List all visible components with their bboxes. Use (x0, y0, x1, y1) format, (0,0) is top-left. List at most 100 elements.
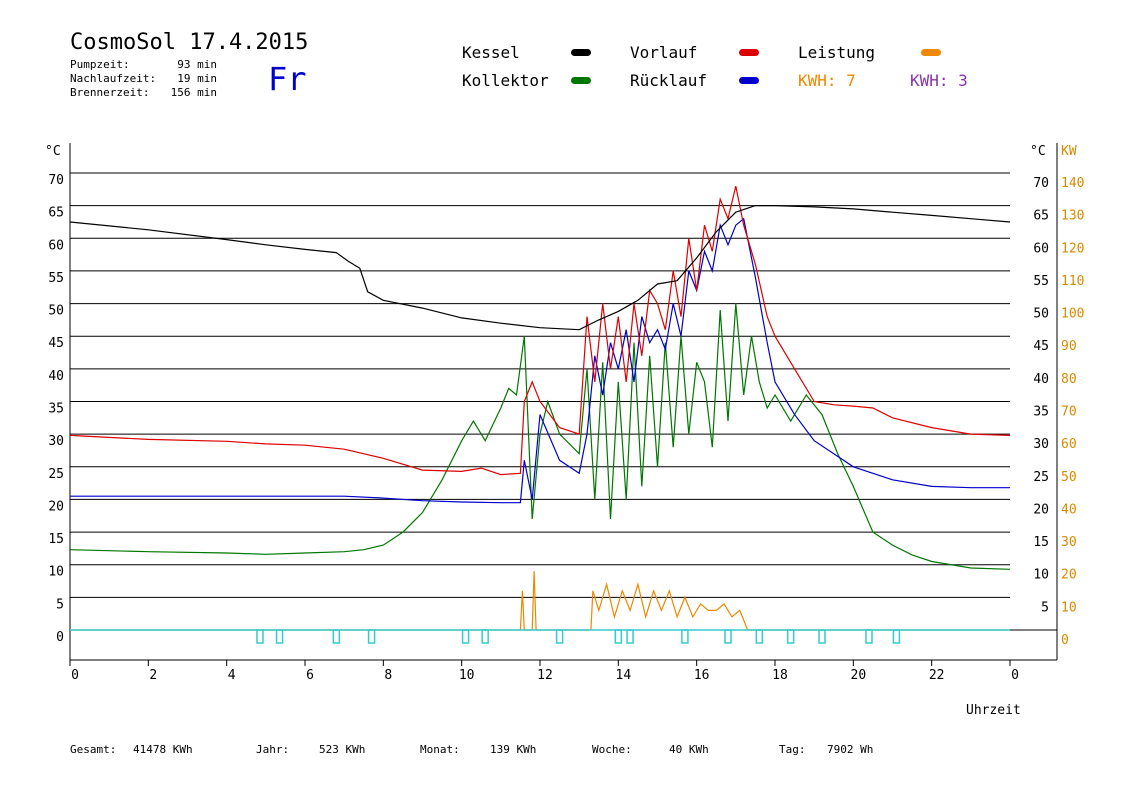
footer-jahr-label: Jahr: (256, 743, 290, 756)
y-right-power-tick-70: 70 (1061, 405, 1077, 420)
footer-jahr-value: 523 KWh (319, 743, 366, 756)
y-right-power-tick-30: 30 (1061, 535, 1077, 550)
y-left-tick-50: 50 (48, 304, 64, 319)
legend-kollektor-swatch (571, 77, 591, 84)
y-left-tick-30: 30 (48, 434, 64, 449)
legend-kwh-orange: KWH: 7 (798, 71, 856, 90)
y-left-tick-0: 0 (56, 630, 64, 645)
series-vorlauf (69, 185, 1011, 476)
nachlaufzeit-label: Nachlaufzeit: (70, 72, 157, 85)
y-right-temp-tick-70: 70 (1033, 176, 1049, 191)
pumpzeit-label: Pumpzeit: (70, 58, 130, 71)
pump-marker-4 (461, 629, 470, 644)
pump-marker-5 (481, 629, 489, 644)
pump-marker-10 (724, 629, 732, 644)
pump-marker-0 (256, 629, 264, 644)
pump-marker-15 (892, 629, 901, 644)
series-ruecklauf (70, 217, 1010, 504)
y-right-temp-tick-30: 30 (1033, 437, 1049, 452)
y-right-power-tick-140: 140 (1061, 176, 1084, 191)
series-leistung (70, 571, 1010, 631)
pump-marker-11 (755, 629, 764, 644)
legend-leistung-swatch (921, 49, 941, 56)
legend-ruecklauf-swatch (739, 77, 759, 84)
x-tick-label-8: 16 (694, 668, 710, 683)
y-left-tick-20: 20 (48, 499, 64, 514)
y-left-tick-25: 25 (48, 467, 64, 482)
y-right-power-unit: KW (1061, 144, 1077, 159)
pumpzeit-value: 93 min (177, 58, 217, 71)
y-right-power-tick-90: 90 (1061, 339, 1077, 354)
footer-tag-value: 7902 Wh (827, 743, 874, 756)
legend-kollektor-label: Kollektor (462, 71, 549, 90)
x-tick-label-11: 22 (929, 668, 945, 683)
y-left-tick-10: 10 (48, 565, 64, 580)
x-tick-label-6: 12 (537, 668, 553, 683)
y-right-temp-tick-25: 25 (1033, 470, 1049, 485)
legend-kessel-label: Kessel (462, 43, 520, 62)
y-left-tick-60: 60 (48, 238, 64, 253)
footer-gesamt-value: 41478 KWh (133, 743, 193, 756)
legend-ruecklauf-label: Rücklauf (630, 71, 708, 90)
y-left-tick-5: 5 (56, 597, 64, 612)
legend-leistung-label: Leistung (798, 43, 876, 62)
y-right-temp-tick-50: 50 (1033, 307, 1049, 322)
y-right-temp-tick-10: 10 (1033, 568, 1049, 583)
x-tick-label-10: 20 (851, 668, 867, 683)
x-tick-label-7: 14 (616, 668, 632, 683)
footer-woche-value: 40 KWh (669, 743, 709, 756)
y-right-temp-tick-60: 60 (1033, 241, 1049, 256)
y-right-power-tick-80: 80 (1061, 372, 1077, 387)
pump-marker-14 (865, 629, 873, 644)
y-right-power-tick-40: 40 (1061, 502, 1077, 517)
y-right-power-tick-130: 130 (1061, 209, 1084, 224)
pump-marker-8 (626, 629, 634, 644)
y-right-power-tick-120: 120 (1061, 241, 1084, 256)
y-left-tick-45: 45 (48, 336, 64, 351)
y-left-unit: °C (45, 144, 61, 159)
y-right-temp-tick-65: 65 (1033, 209, 1049, 224)
footer-monat-value: 139 KWh (490, 743, 537, 756)
y-right-power-tick-100: 100 (1061, 307, 1084, 322)
brennerzeit-label: Brennerzeit: (70, 86, 150, 99)
pump-marker-6 (555, 629, 564, 644)
legend-kwh-purple: KWH: 3 (910, 71, 968, 90)
y-right-power-tick-0: 0 (1061, 633, 1069, 648)
x-tick-label-9: 18 (772, 668, 788, 683)
y-right-temp-tick-55: 55 (1033, 274, 1049, 289)
nachlaufzeit-value: 19 min (177, 72, 217, 85)
y-right-power-tick-20: 20 (1061, 568, 1077, 583)
y-left-tick-70: 70 (48, 173, 64, 188)
y-right-temp-tick-20: 20 (1033, 502, 1049, 517)
x-tick-label-2: 4 (228, 668, 236, 683)
y-right-temp-tick-40: 40 (1033, 372, 1049, 387)
series-kollektor (69, 303, 1011, 570)
x-tick-label-12: 0 (1011, 668, 1019, 683)
y-left-tick-65: 65 (48, 206, 64, 221)
y-left-tick-55: 55 (48, 271, 64, 286)
y-right-temp-tick-5: 5 (1041, 600, 1049, 615)
legend-kessel-swatch (571, 49, 591, 56)
x-tick-label-5: 10 (459, 668, 475, 683)
legend-vorlauf-swatch (739, 49, 759, 56)
pump-marker-2 (332, 629, 341, 644)
legend-vorlauf-label: Vorlauf (630, 43, 698, 62)
y-right-temp-tick-45: 45 (1033, 339, 1049, 354)
x-tick-label-3: 6 (306, 668, 314, 683)
footer-monat-label: Monat: (420, 743, 460, 756)
y-left-tick-35: 35 (48, 402, 64, 417)
y-left-tick-40: 40 (48, 369, 64, 384)
pump-marker-9 (681, 629, 689, 644)
series-kessel (69, 205, 1011, 331)
pump-marker-13 (818, 629, 826, 644)
y-right-power-tick-60: 60 (1061, 437, 1077, 452)
footer-woche-label: Woche: (592, 743, 632, 756)
y-right-temp-unit: °C (1030, 144, 1046, 159)
footer-gesamt-label: Gesamt: (70, 743, 117, 756)
y-right-power-tick-110: 110 (1061, 274, 1084, 289)
y-right-power-tick-50: 50 (1061, 470, 1077, 485)
pump-marker-1 (275, 629, 284, 644)
x-tick-label-4: 8 (384, 668, 392, 683)
y-right-power-tick-10: 10 (1061, 600, 1077, 615)
